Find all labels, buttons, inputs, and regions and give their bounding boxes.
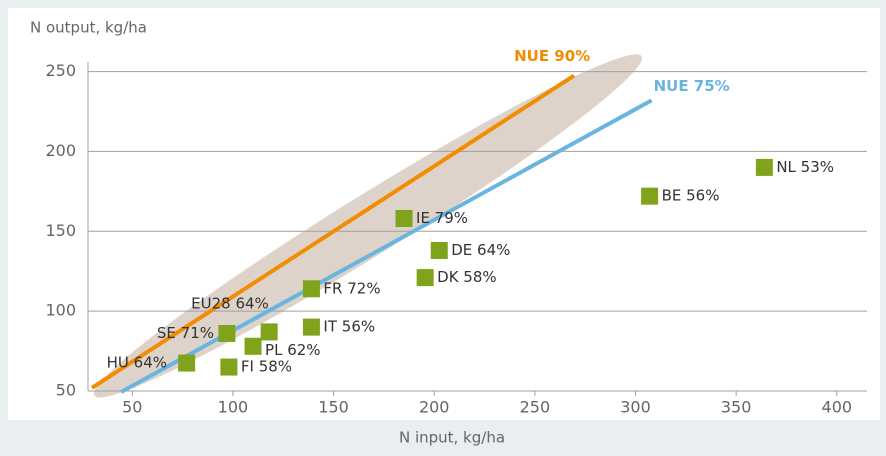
y-tick-label: 100 bbox=[45, 301, 76, 320]
data-point bbox=[260, 323, 278, 341]
point-label: DE 64% bbox=[451, 241, 510, 259]
y-axis-label: N output, kg/ha bbox=[30, 19, 147, 37]
range-band bbox=[93, 54, 643, 398]
data-point bbox=[218, 325, 236, 343]
data-point bbox=[178, 354, 196, 372]
data-point bbox=[244, 337, 262, 355]
y-tick-label: 50 bbox=[56, 381, 76, 400]
point-label: SE 71% bbox=[157, 324, 214, 342]
data-point bbox=[220, 358, 238, 376]
data-point bbox=[302, 318, 320, 336]
data-point bbox=[416, 269, 434, 287]
nue-line bbox=[90, 73, 576, 390]
point-label: IE 79% bbox=[416, 209, 468, 227]
point-label: BE 56% bbox=[662, 187, 720, 205]
point-label: IT 56% bbox=[323, 318, 375, 336]
y-tick-label: 250 bbox=[45, 61, 76, 80]
x-axis-label: N input, kg/ha bbox=[399, 429, 505, 447]
x-tick-label: 350 bbox=[721, 398, 752, 417]
nue-line bbox=[120, 98, 653, 394]
y-tick-label: 150 bbox=[45, 221, 76, 240]
x-tick-label: 150 bbox=[318, 398, 349, 417]
data-point bbox=[755, 158, 773, 176]
x-tick-label: 200 bbox=[419, 398, 450, 417]
point-label: HU 64% bbox=[107, 354, 167, 372]
data-point bbox=[395, 210, 413, 228]
x-tick-label: 400 bbox=[822, 398, 853, 417]
point-label: EU28 64% bbox=[191, 294, 269, 312]
x-tick-label: 250 bbox=[520, 398, 551, 417]
data-point bbox=[641, 187, 659, 205]
x-tick-label: 100 bbox=[218, 398, 249, 417]
point-label: NL 53% bbox=[776, 158, 834, 176]
line-label: NUE 90% bbox=[514, 47, 590, 65]
point-label: FR 72% bbox=[323, 279, 380, 297]
y-tick-label: 200 bbox=[45, 141, 76, 160]
data-point bbox=[430, 241, 448, 259]
x-tick-label: 50 bbox=[122, 398, 142, 417]
point-label: PL 62% bbox=[265, 341, 321, 359]
line-label: NUE 75% bbox=[654, 77, 730, 95]
x-tick-label: 300 bbox=[620, 398, 651, 417]
data-point bbox=[302, 280, 320, 298]
point-label: FI 58% bbox=[241, 358, 292, 376]
point-label: DK 58% bbox=[437, 268, 497, 286]
